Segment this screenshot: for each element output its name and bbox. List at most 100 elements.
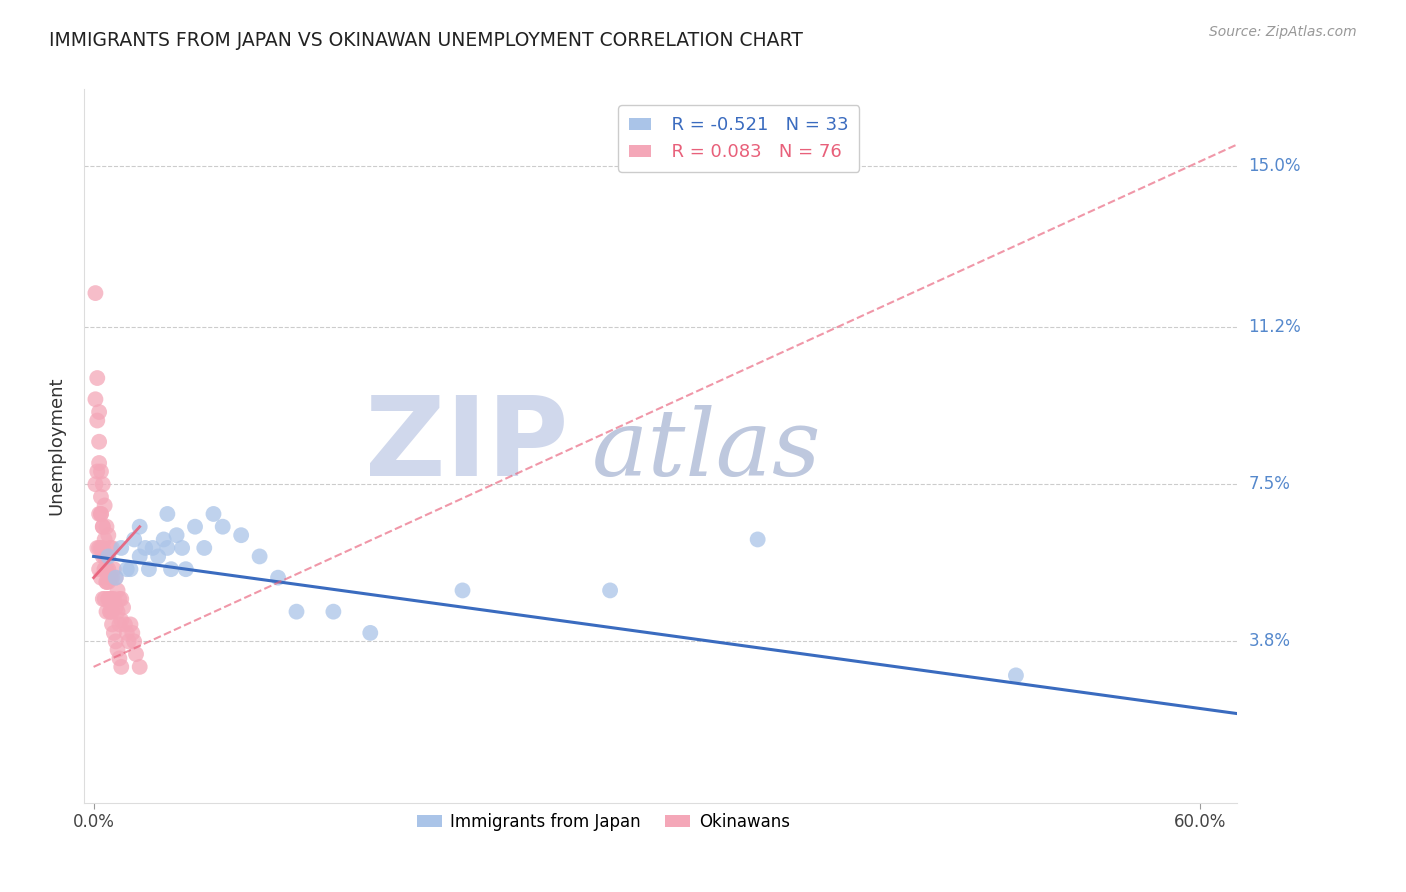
Point (114, 617, 136, 632)
Point (120, 562, 142, 576)
Point (104, 571, 127, 585)
Point (156, 541, 179, 555)
Point (91, 591, 114, 606)
Point (193, 541, 215, 555)
Point (96, 562, 118, 576)
Point (117, 634, 139, 648)
Point (249, 549, 271, 564)
Point (104, 634, 127, 648)
Point (93, 591, 115, 606)
Point (122, 634, 145, 648)
Point (96, 574, 118, 589)
Point (107, 643, 129, 657)
Point (107, 605, 129, 619)
Point (231, 528, 253, 542)
Point (97, 549, 120, 564)
Point (211, 519, 233, 533)
Point (115, 626, 138, 640)
Point (172, 541, 194, 555)
Point (1005, 668, 1028, 682)
Point (97, 591, 120, 606)
Point (98, 541, 121, 555)
Point (101, 541, 124, 555)
Point (96, 519, 118, 533)
Text: Source: ZipAtlas.com: Source: ZipAtlas.com (1209, 25, 1357, 39)
Point (86, 541, 108, 555)
Point (115, 562, 138, 576)
Point (93, 549, 115, 564)
Point (322, 605, 344, 619)
Point (90, 541, 112, 555)
Point (108, 591, 131, 606)
Point (91, 519, 114, 533)
Point (84, 477, 107, 491)
Y-axis label: Unemployment: Unemployment (48, 376, 66, 516)
Point (91, 549, 114, 564)
Point (599, 583, 621, 598)
Point (96, 574, 118, 589)
Point (160, 562, 183, 576)
Point (101, 617, 124, 632)
Point (91, 519, 114, 533)
Point (747, 533, 769, 547)
Point (91, 477, 114, 491)
Text: 3.8%: 3.8% (1249, 632, 1291, 650)
Point (87, 507, 110, 521)
Point (108, 617, 131, 632)
Legend: Immigrants from Japan, Okinawans: Immigrants from Japan, Okinawans (411, 806, 796, 838)
Point (93, 562, 115, 576)
Point (87, 562, 110, 576)
Point (98, 571, 121, 585)
Point (184, 519, 207, 533)
Point (103, 626, 125, 640)
Point (86, 465, 108, 479)
Point (93, 562, 115, 576)
Point (107, 583, 129, 598)
Point (152, 533, 174, 547)
Point (98, 605, 121, 619)
Point (142, 541, 165, 555)
Point (174, 562, 197, 576)
Point (97, 528, 120, 542)
Point (87, 541, 110, 555)
Point (84, 286, 107, 301)
Point (110, 613, 132, 627)
Point (101, 605, 124, 619)
Point (93, 499, 115, 513)
Point (101, 591, 124, 606)
Text: ZIP: ZIP (366, 392, 568, 500)
Point (202, 507, 225, 521)
Point (146, 549, 169, 564)
Point (91, 541, 114, 555)
Text: 11.2%: 11.2% (1249, 318, 1301, 336)
Point (97, 591, 120, 606)
Point (93, 533, 115, 547)
Point (103, 562, 125, 576)
Point (138, 562, 160, 576)
Point (110, 541, 132, 555)
Point (110, 660, 132, 674)
Point (90, 507, 112, 521)
Point (134, 541, 156, 555)
Point (359, 626, 381, 640)
Point (96, 605, 118, 619)
Point (90, 571, 112, 585)
Point (97, 574, 120, 589)
Text: IMMIGRANTS FROM JAPAN VS OKINAWAN UNEMPLOYMENT CORRELATION CHART: IMMIGRANTS FROM JAPAN VS OKINAWAN UNEMPL… (49, 31, 803, 50)
Point (121, 626, 143, 640)
Point (101, 571, 124, 585)
Point (122, 533, 145, 547)
Point (166, 528, 188, 542)
Point (451, 583, 474, 598)
Point (87, 456, 110, 470)
Point (98, 591, 121, 606)
Point (97, 562, 120, 576)
Text: 15.0%: 15.0% (1249, 157, 1301, 175)
Point (128, 549, 150, 564)
Text: atlas: atlas (592, 405, 821, 494)
Point (128, 660, 150, 674)
Point (110, 591, 132, 606)
Point (112, 600, 135, 615)
Point (125, 647, 148, 661)
Point (90, 507, 112, 521)
